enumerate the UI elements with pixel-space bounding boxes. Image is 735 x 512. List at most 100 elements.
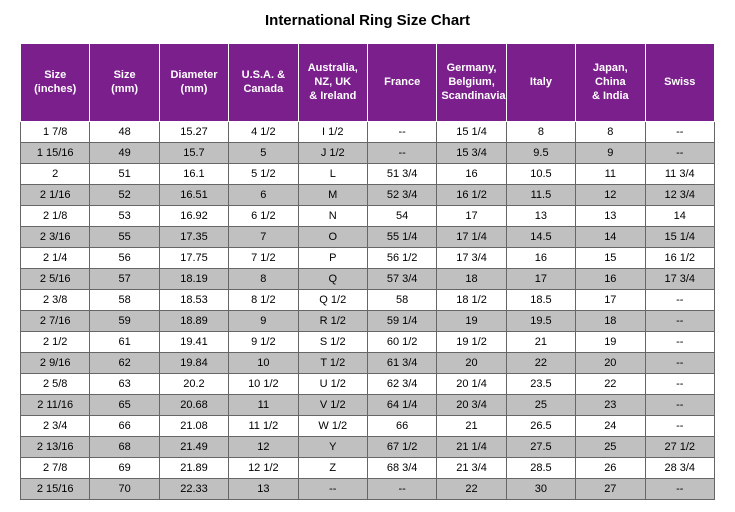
table-cell: 26: [576, 458, 645, 479]
column-header: Australia,NZ, UK& Ireland: [298, 44, 367, 122]
table-cell: 17.75: [159, 248, 228, 269]
table-cell: 21.49: [159, 437, 228, 458]
table-cell: S 1/2: [298, 332, 367, 353]
table-cell: 1 7/8: [21, 122, 90, 143]
table-cell: 11: [576, 164, 645, 185]
table-cell: 21.08: [159, 416, 228, 437]
table-cell: 16: [437, 164, 506, 185]
column-header: Japan,China& India: [576, 44, 645, 122]
table-cell: 12: [229, 437, 298, 458]
table-cell: --: [367, 122, 436, 143]
table-cell: 17 1/4: [437, 227, 506, 248]
table-cell: 20.2: [159, 374, 228, 395]
table-row: 2 3/165517.357O55 1/417 1/414.51415 1/4: [21, 227, 715, 248]
table-cell: 13: [576, 206, 645, 227]
table-cell: M: [298, 185, 367, 206]
table-row: 2 1/45617.757 1/2P56 1/217 3/4161516 1/2: [21, 248, 715, 269]
table-cell: 19 1/2: [437, 332, 506, 353]
table-cell: 62: [90, 353, 159, 374]
table-cell: 19.84: [159, 353, 228, 374]
column-header: Italy: [506, 44, 575, 122]
table-cell: 15 1/4: [437, 122, 506, 143]
table-cell: 14: [645, 206, 714, 227]
table-cell: 2 5/16: [21, 269, 90, 290]
table-cell: 6 1/2: [229, 206, 298, 227]
table-cell: 65: [90, 395, 159, 416]
table-cell: 16.92: [159, 206, 228, 227]
table-cell: 2 1/16: [21, 185, 90, 206]
table-cell: 67 1/2: [367, 437, 436, 458]
table-cell: 13: [229, 479, 298, 500]
table-cell: 27: [576, 479, 645, 500]
table-cell: W 1/2: [298, 416, 367, 437]
table-cell: 18.5: [506, 290, 575, 311]
table-cell: 9.5: [506, 143, 575, 164]
table-cell: 7 1/2: [229, 248, 298, 269]
table-cell: 8: [506, 122, 575, 143]
table-cell: 11.5: [506, 185, 575, 206]
table-cell: 20.68: [159, 395, 228, 416]
table-cell: 66: [90, 416, 159, 437]
table-row: 2 3/46621.0811 1/2W 1/2662126.524--: [21, 416, 715, 437]
table-cell: 2 5/8: [21, 374, 90, 395]
table-header-row: Size(inches)Size(mm)Diameter(mm)U.S.A. &…: [21, 44, 715, 122]
table-cell: 9: [229, 311, 298, 332]
table-cell: 19.41: [159, 332, 228, 353]
table-row: 2 15/167022.3313----223027--: [21, 479, 715, 500]
table-cell: 10 1/2: [229, 374, 298, 395]
table-cell: 2 15/16: [21, 479, 90, 500]
table-cell: 68 3/4: [367, 458, 436, 479]
table-cell: 28 3/4: [645, 458, 714, 479]
table-cell: 16: [576, 269, 645, 290]
table-cell: 12: [576, 185, 645, 206]
table-cell: Q: [298, 269, 367, 290]
table-cell: Z: [298, 458, 367, 479]
table-row: 2 1/165216.516M52 3/416 1/211.51212 3/4: [21, 185, 715, 206]
table-cell: 52: [90, 185, 159, 206]
table-cell: 56 1/2: [367, 248, 436, 269]
table-cell: 62 3/4: [367, 374, 436, 395]
table-cell: --: [645, 416, 714, 437]
table-cell: 22: [506, 353, 575, 374]
table-cell: 15.27: [159, 122, 228, 143]
table-cell: 58: [90, 290, 159, 311]
table-cell: 5: [229, 143, 298, 164]
table-cell: 66: [367, 416, 436, 437]
table-cell: 18 1/2: [437, 290, 506, 311]
table-cell: 14: [576, 227, 645, 248]
column-header: France: [367, 44, 436, 122]
table-cell: 2 1/2: [21, 332, 90, 353]
table-cell: 19: [437, 311, 506, 332]
table-cell: 16: [506, 248, 575, 269]
table-cell: U 1/2: [298, 374, 367, 395]
table-cell: 16 1/2: [437, 185, 506, 206]
table-cell: 7: [229, 227, 298, 248]
table-cell: 2 1/8: [21, 206, 90, 227]
table-row: 1 15/164915.75J 1/2--15 3/49.59--: [21, 143, 715, 164]
table-cell: 8 1/2: [229, 290, 298, 311]
table-cell: R 1/2: [298, 311, 367, 332]
table-cell: 2: [21, 164, 90, 185]
column-header: Size(mm): [90, 44, 159, 122]
table-cell: 2 3/16: [21, 227, 90, 248]
table-cell: 17.35: [159, 227, 228, 248]
table-cell: 18: [576, 311, 645, 332]
table-cell: 22.33: [159, 479, 228, 500]
table-cell: 21 3/4: [437, 458, 506, 479]
table-row: 1 7/84815.274 1/2I 1/2--15 1/488--: [21, 122, 715, 143]
table-cell: --: [645, 332, 714, 353]
table-cell: V 1/2: [298, 395, 367, 416]
table-cell: N: [298, 206, 367, 227]
table-cell: 51: [90, 164, 159, 185]
table-cell: --: [645, 374, 714, 395]
ring-size-table: Size(inches)Size(mm)Diameter(mm)U.S.A. &…: [20, 43, 715, 500]
table-cell: 63: [90, 374, 159, 395]
table-cell: 30: [506, 479, 575, 500]
table-cell: --: [645, 311, 714, 332]
table-cell: 70: [90, 479, 159, 500]
table-cell: 23: [576, 395, 645, 416]
table-cell: 22: [437, 479, 506, 500]
table-cell: 51 3/4: [367, 164, 436, 185]
table-row: 25116.15 1/2L51 3/41610.51111 3/4: [21, 164, 715, 185]
table-cell: 19: [576, 332, 645, 353]
